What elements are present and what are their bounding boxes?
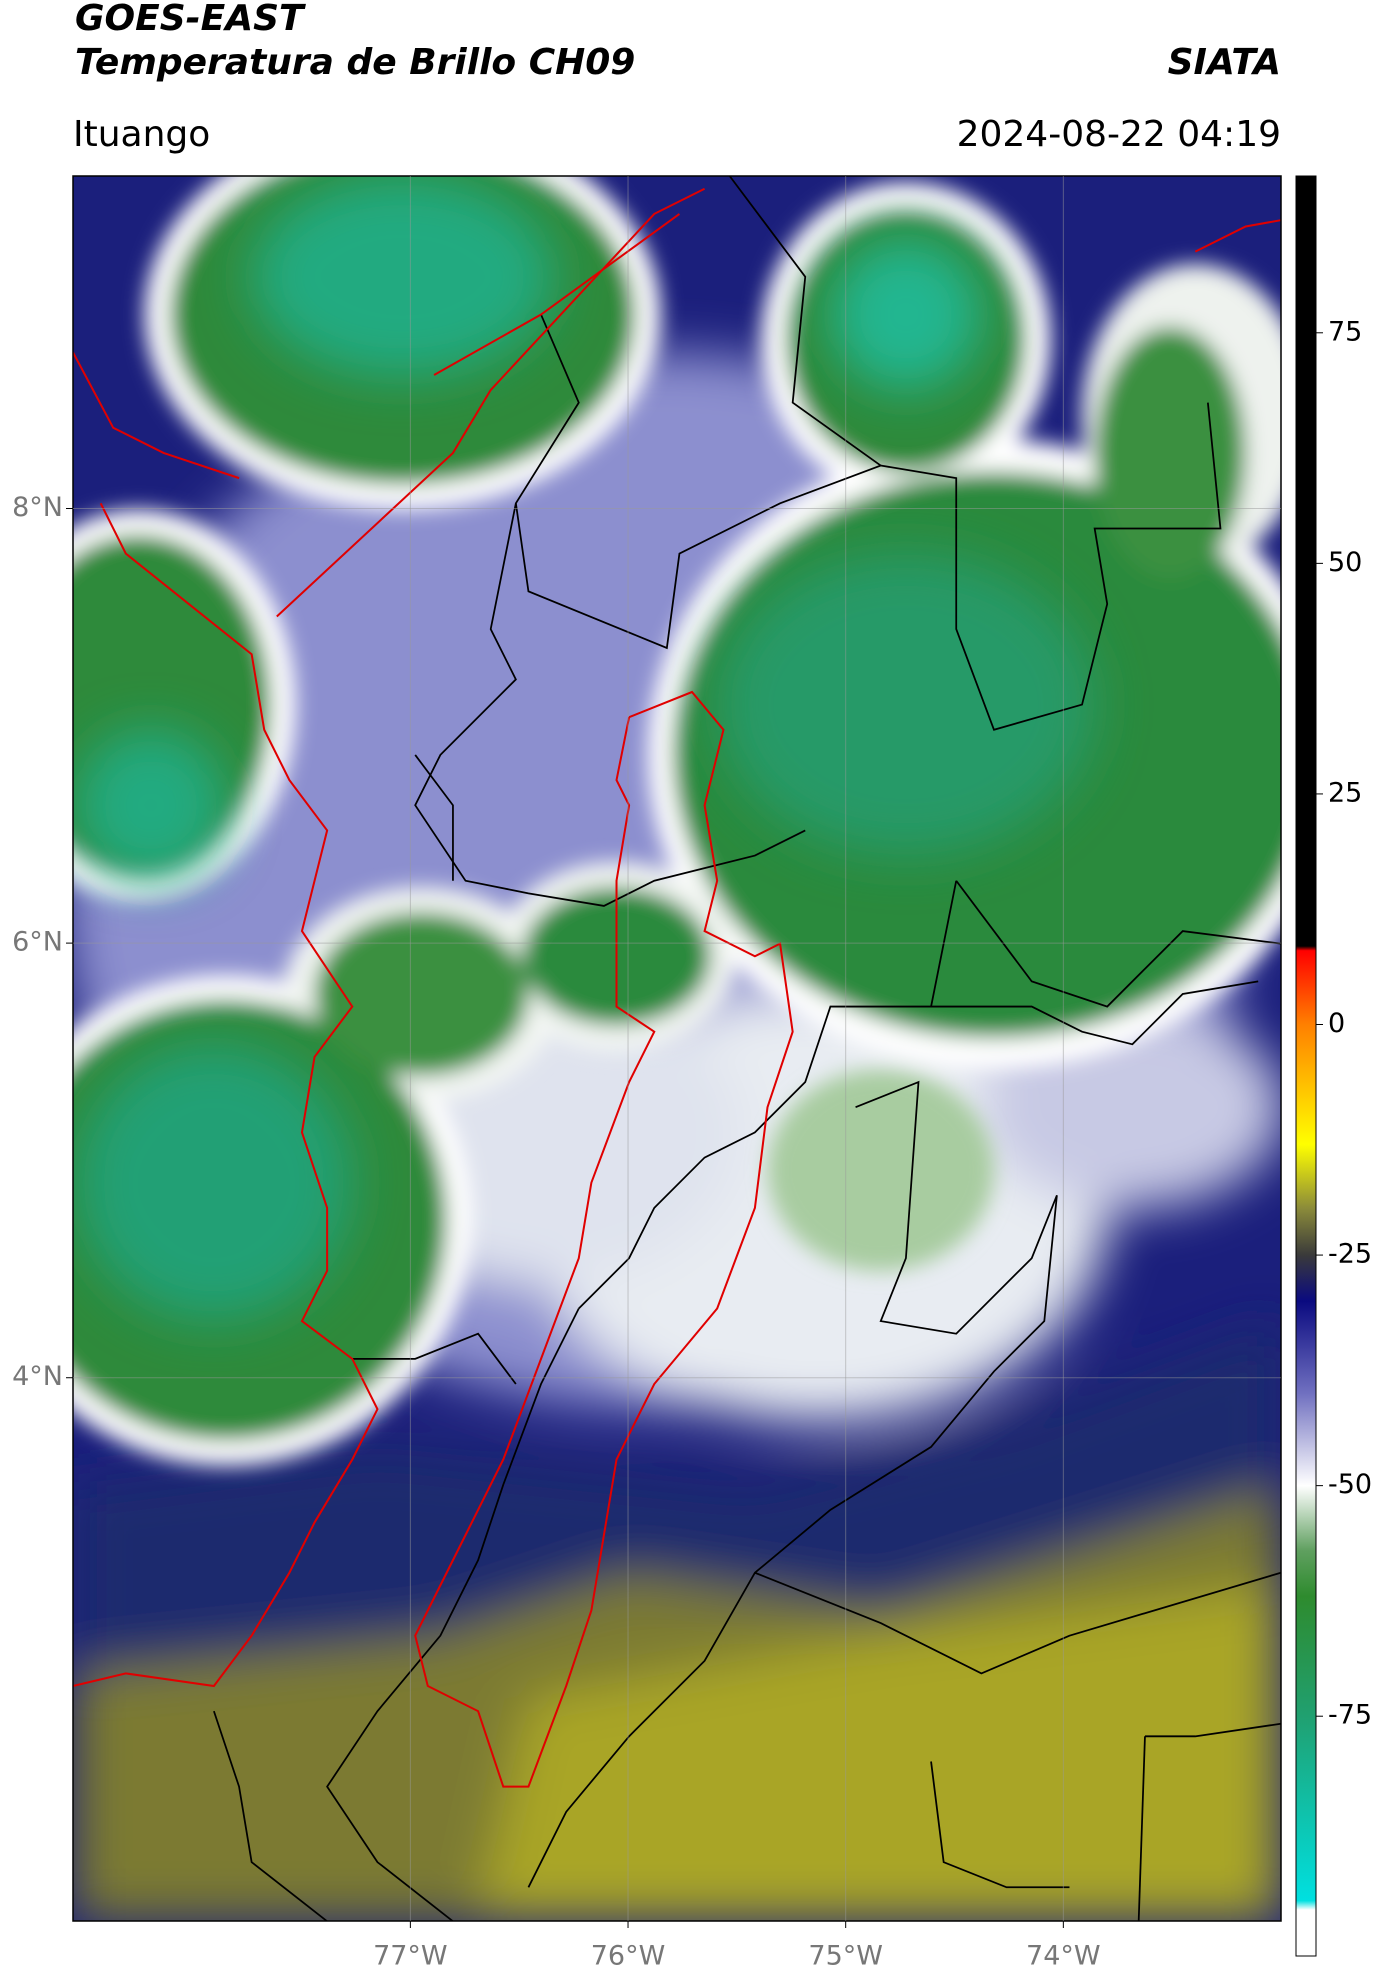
colorbar-tick-label: 0 bbox=[1328, 1008, 1345, 1039]
y-tick-label: 8°N bbox=[12, 492, 63, 523]
colorbar bbox=[1295, 175, 1317, 1957]
satellite-image bbox=[72, 176, 1281, 1922]
datetime: 2024-08-22 04:19 bbox=[957, 114, 1281, 155]
subtitle: Temperatura de Brillo CH09 bbox=[75, 42, 635, 83]
y-tick-label: 6°N bbox=[12, 927, 63, 958]
colorbar-tick-label: 25 bbox=[1328, 777, 1362, 808]
colorbar-tick-label: 75 bbox=[1328, 316, 1362, 347]
colorbar-tick-label: -75 bbox=[1328, 1700, 1372, 1731]
location: Ituango bbox=[73, 114, 210, 155]
source: SIATA bbox=[1168, 42, 1281, 83]
y-tick-label: 4°N bbox=[12, 1361, 63, 1392]
title: GOES-EAST bbox=[75, 0, 306, 39]
colorbar-tick-label: 50 bbox=[1328, 547, 1362, 578]
x-tick-label: 75°W bbox=[808, 1941, 883, 1972]
x-tick-label: 76°W bbox=[591, 1941, 666, 1972]
colorbar-tick-label: -25 bbox=[1328, 1239, 1372, 1270]
x-tick-label: 74°W bbox=[1026, 1941, 1101, 1972]
colorbar-tick-label: -50 bbox=[1328, 1469, 1372, 1500]
x-tick-label: 77°W bbox=[373, 1941, 448, 1972]
map-frame bbox=[72, 175, 1282, 1922]
